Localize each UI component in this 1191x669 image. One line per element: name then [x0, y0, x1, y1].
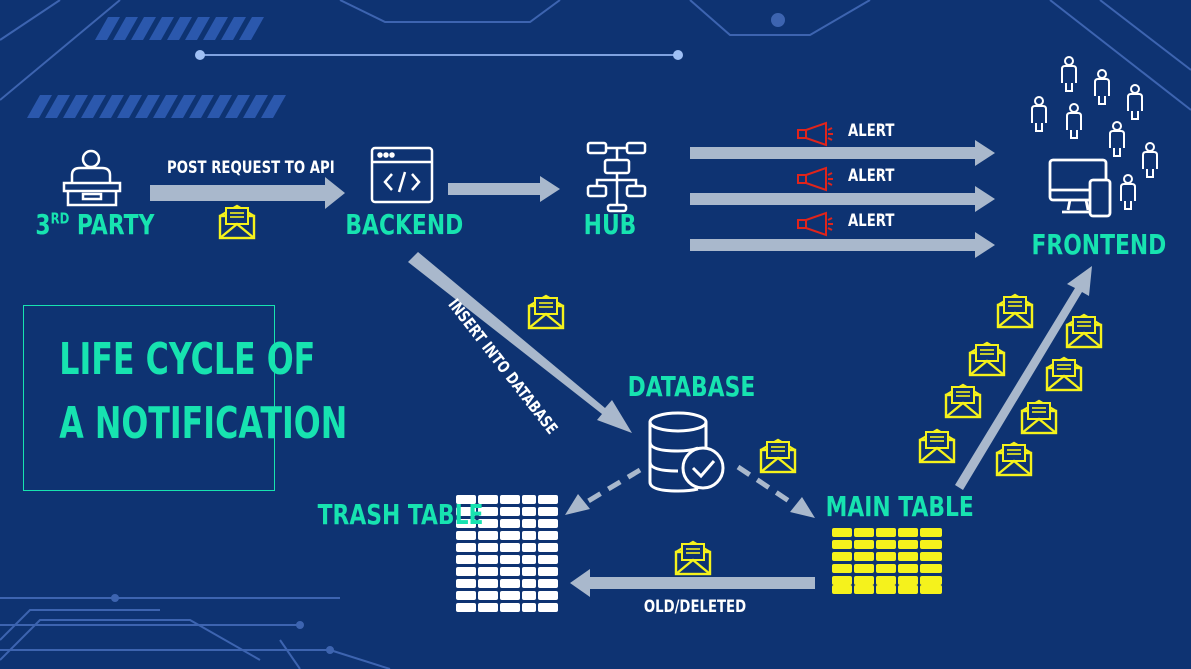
- third-party-word: PARTY: [69, 208, 155, 241]
- envelope-icon: [1045, 356, 1083, 392]
- envelope-icon: [944, 383, 982, 419]
- envelope-icon: [527, 294, 565, 330]
- edge-label-old-deleted: OLD/DELETED: [643, 597, 747, 617]
- node-label-main-table: MAIN TABLE: [825, 490, 974, 523]
- main-table-icon: [832, 528, 942, 594]
- devices-icon: [1048, 158, 1112, 218]
- arrow-third-party-to-backend: [150, 177, 345, 209]
- envelope-icon: [1020, 399, 1058, 435]
- third-party-number: 3: [35, 208, 51, 241]
- edge-label-alert: ALERT: [848, 211, 895, 231]
- code-window-icon: [370, 146, 434, 204]
- title-line-1: LIFE CYCLE OF: [59, 334, 316, 385]
- arrow-database-to-trash: [565, 467, 642, 515]
- envelope-icon: [968, 341, 1006, 377]
- chevron-stripes: [27, 17, 286, 118]
- node-label-third-party: 3RD PARTY: [35, 208, 154, 241]
- arrow-backend-to-database: [408, 252, 632, 433]
- megaphone-icon: [797, 167, 834, 191]
- envelope-icon: [996, 293, 1034, 329]
- node-label-database: DATABASE: [627, 370, 756, 403]
- trash-table-icon: [456, 495, 558, 612]
- megaphone-icon: [797, 122, 834, 146]
- envelope-icon: [759, 438, 797, 474]
- database-check-icon: [648, 411, 725, 493]
- arrow-backend-to-hub: [448, 176, 560, 202]
- third-party-superscript: RD: [50, 209, 70, 228]
- podium-icon: [62, 149, 122, 207]
- edge-label-alert: ALERT: [848, 121, 895, 141]
- node-label-trash-table: TRASH TABLE: [317, 498, 484, 531]
- top-connector-line: [195, 50, 683, 60]
- envelope-icon: [218, 204, 256, 240]
- arrow-database-to-main: [736, 464, 815, 518]
- arrow-hub-to-frontend-3: [690, 232, 995, 258]
- envelope-icon: [918, 428, 956, 464]
- envelope-icon: [674, 540, 712, 576]
- edge-label-alert: ALERT: [848, 166, 895, 186]
- hub-network-icon: [586, 141, 647, 213]
- envelope-icon: [995, 441, 1033, 477]
- envelope-icon: [1065, 313, 1103, 349]
- arrow-main-to-trash: [570, 569, 815, 597]
- arrow-hub-to-frontend-2: [690, 186, 995, 212]
- node-label-frontend: FRONTEND: [1031, 228, 1167, 261]
- arrow-hub-to-frontend-1: [690, 140, 995, 166]
- title-box: LIFE CYCLE OF A NOTIFICATION: [23, 305, 348, 491]
- node-label-backend: BACKEND: [345, 208, 464, 241]
- megaphone-icon: [797, 212, 834, 236]
- node-label-hub: HUB: [583, 208, 637, 241]
- edge-label-post-request: POST REQUEST TO API: [167, 158, 335, 178]
- arrow-main-to-frontend: [955, 266, 1092, 490]
- title-line-2: A NOTIFICATION: [59, 398, 348, 449]
